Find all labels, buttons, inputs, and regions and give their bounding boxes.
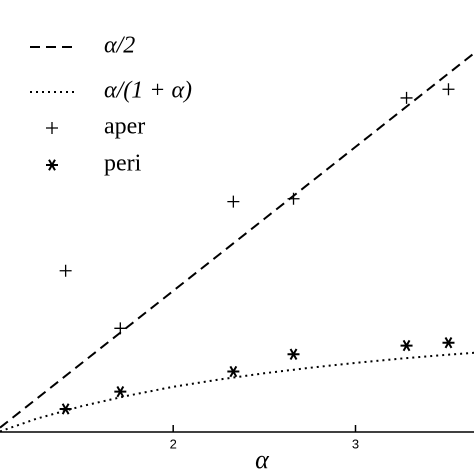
plus-marker: [400, 91, 413, 104]
marker-stroke: [400, 339, 413, 352]
x-tick-label: 2: [170, 436, 177, 451]
plus-marker: [227, 195, 240, 208]
marker-stroke: [442, 83, 455, 96]
plus-marker: [46, 122, 58, 134]
asterisk-marker: [227, 365, 240, 378]
marker-stroke: [227, 365, 240, 378]
legend-label: peri: [104, 151, 142, 177]
asterisk-marker: [287, 348, 300, 360]
series-line: [0, 351, 474, 433]
plus-marker: [287, 192, 300, 205]
x-tick-label: 3: [352, 436, 359, 451]
asterisk-marker: [59, 403, 72, 415]
legend-label: α/2: [104, 33, 135, 59]
asterisk-marker: [114, 385, 127, 398]
plus-marker: [442, 83, 455, 96]
marker-stroke: [227, 195, 240, 208]
x-axis-label: α: [255, 445, 270, 474]
marker-stroke: [400, 91, 413, 104]
marker-stroke: [442, 337, 455, 349]
legend-label: α/(1 + α): [104, 78, 192, 104]
asterisk-marker: [442, 337, 455, 349]
marker-stroke: [287, 192, 300, 205]
asterisk-marker: [400, 339, 413, 352]
marker-stroke: [59, 264, 72, 277]
marker-stroke: [46, 159, 58, 171]
plus-marker: [114, 322, 127, 335]
marker-stroke: [114, 385, 127, 398]
marker-stroke: [287, 348, 300, 360]
marker-stroke: [59, 403, 72, 415]
series-line: [0, 52, 474, 429]
marker-stroke: [46, 122, 58, 134]
marker-stroke: [114, 322, 127, 335]
plus-marker: [59, 264, 72, 277]
legend-label: aper: [104, 114, 145, 140]
asterisk-marker: [46, 159, 58, 171]
